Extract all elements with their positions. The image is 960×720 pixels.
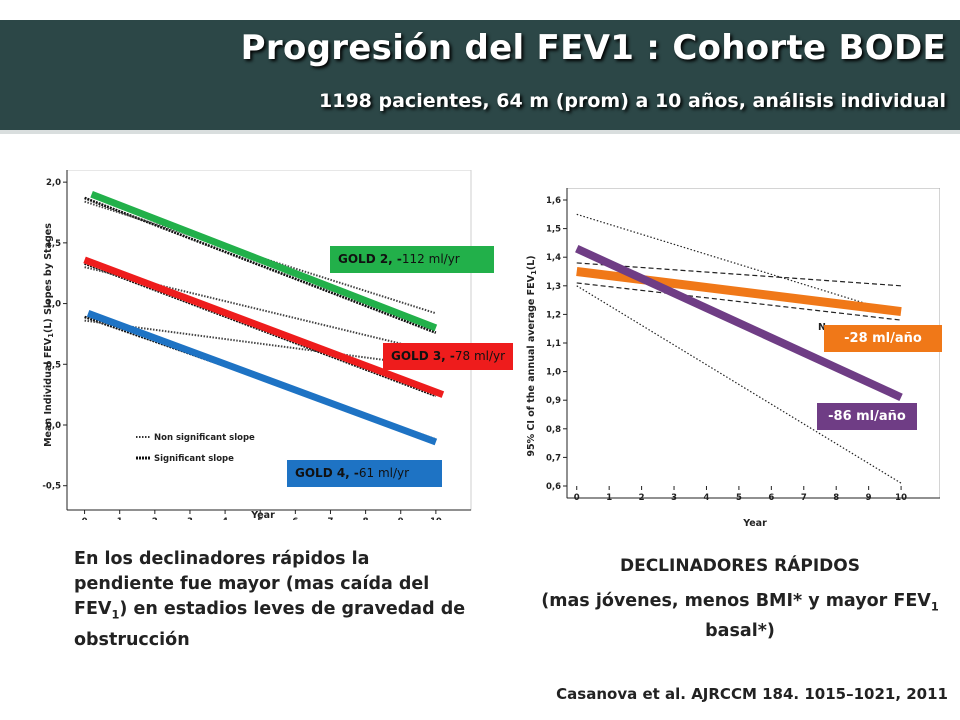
confidence-band-line: [576, 285, 902, 484]
x-tick-label: 10: [895, 493, 907, 503]
y-axis-label: 95% CI of the annual average FEV1(L): [526, 255, 538, 456]
x-tick-label: 5: [257, 517, 263, 520]
y-tick-label: 0,6: [546, 482, 561, 492]
x-tick-label: 6: [768, 493, 774, 503]
x-tick-label: 2: [639, 493, 645, 503]
x-tick-label: 2: [152, 517, 158, 520]
x-tick-label: 0: [574, 493, 580, 503]
confidence-band-line: [576, 282, 902, 321]
y-axis-label: Mean Individual FEV1(L) Slopes by Stages: [43, 223, 55, 447]
nonsignificant-slope-line: [84, 319, 436, 368]
y-tick-label: 1,4: [546, 253, 561, 263]
y-tick-label: 0,0: [46, 421, 61, 431]
x-axis-label: Year: [742, 518, 767, 529]
fast-decliner-label: -86 ml/año: [817, 403, 917, 430]
x-tick-label: 4: [222, 517, 228, 520]
y-tick-label: 1,1: [546, 339, 561, 349]
x-tick-label: 7: [328, 517, 334, 520]
chart-annotation: N: [818, 322, 826, 333]
y-tick-label: 1,0: [546, 368, 561, 378]
y-tick-label: 1,2: [546, 310, 561, 320]
gold4-label: GOLD 4, -61 ml/yr: [287, 460, 442, 487]
y-tick-label: -0,5: [42, 482, 61, 492]
right-heading: DECLINADORES RÁPIDOS: [619, 556, 860, 576]
y-tick-label: 1,0: [46, 300, 61, 310]
x-tick-label: 4: [704, 493, 710, 503]
x-tick-label: 8: [363, 517, 369, 520]
y-tick-label: 2,0: [46, 178, 61, 188]
citation: Casanova et al. AJRCCM 184. 1015–1021, 2…: [556, 685, 948, 703]
left-note: En los declinadores rápidos la pendiente…: [74, 549, 466, 650]
significant-slope-line: [84, 196, 437, 334]
x-tick-label: 1: [117, 517, 123, 520]
y-tick-label: 1,6: [546, 196, 561, 206]
series-line-gold-4: [86, 310, 438, 446]
slide-title: Progresión del FEV1 : Cohorte BODE: [240, 28, 946, 68]
y-tick-label: 1,5: [546, 225, 561, 235]
x-axis-label: Year: [250, 510, 275, 520]
x-tick-label: 5: [736, 493, 742, 503]
x-tick-label: 7: [801, 493, 807, 503]
confidence-band-line: [576, 262, 902, 287]
slow-decliner-line: [576, 267, 902, 317]
series-line-gold-2: [90, 191, 438, 332]
x-tick-label: 0: [82, 517, 88, 520]
y-tick-label: 1,3: [546, 282, 561, 292]
right-note: (mas jóvenes, menos BMI* y mayor FEV1 ba…: [541, 591, 939, 641]
x-tick-label: 1: [606, 493, 612, 503]
fast-decliner-line: [575, 244, 903, 401]
gold-stages-chart: -0,5 0,0 0,5 1,0 1,5 2,0 0 1 2 3 4 5 6 7 8 9 10 Non sig…: [42, 170, 472, 520]
gold2-label: GOLD 2, -112 ml/yr: [330, 246, 494, 273]
banner-shadow: [0, 130, 960, 134]
gold3-label: GOLD 3, -78 ml/yr: [383, 343, 513, 370]
y-tick-label: 0,9: [546, 396, 561, 406]
series-line-gold-3: [83, 256, 445, 398]
y-tick-label: 1,5: [46, 239, 61, 249]
y-tick-label: 0,7: [546, 453, 561, 463]
confidence-band-line: [576, 213, 902, 315]
x-tick-label: 3: [671, 493, 677, 503]
legend-nonsig-label: Non significant slope: [154, 433, 255, 443]
slide-subtitle: 1198 pacientes, 64 m (prom) a 10 años, a…: [319, 90, 946, 112]
slow-decliner-label: -28 ml/año: [824, 325, 942, 352]
y-tick-label: 0,5: [46, 360, 61, 370]
x-tick-label: 6: [292, 517, 298, 520]
title-banner: [0, 20, 960, 130]
x-tick-label: 9: [866, 493, 872, 503]
y-tick-label: 0,8: [546, 425, 561, 435]
x-tick-label: 10: [430, 517, 442, 520]
legend-sig-label: Significant slope: [154, 454, 234, 464]
x-tick-label: 9: [398, 517, 404, 520]
x-tick-label: 3: [187, 517, 193, 520]
decliners-chart: 0,6 0,7 0,8 0,9 1,0 1,1 1,2 1,3 1,4 1,5 1,6 0 1 2 3 4 5…: [526, 188, 940, 529]
significant-slope-line: [84, 262, 437, 398]
x-tick-label: 8: [833, 493, 839, 503]
